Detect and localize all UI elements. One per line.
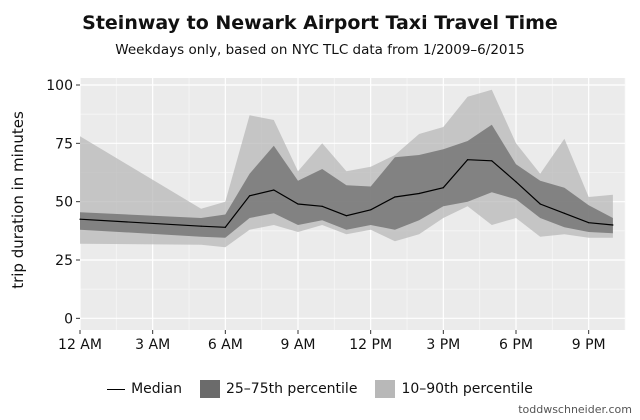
legend-label-p10-90: 10–90th percentile [401, 381, 533, 397]
legend: Median 25–75th percentile 10–90th percen… [0, 380, 640, 398]
legend-label-median: Median [131, 381, 182, 397]
chart-title: Steinway to Newark Airport Taxi Travel T… [82, 12, 558, 34]
y-tick-label: 75 [55, 136, 73, 152]
legend-swatch-iqr [199, 380, 220, 398]
x-tick-label: 6 AM [208, 337, 243, 353]
x-tick-label: 9 PM [572, 337, 606, 353]
median-point [321, 205, 323, 207]
median-point [491, 160, 493, 162]
legend-item-median: Median [107, 381, 182, 397]
legend-item-iqr: 25–75th percentile [199, 380, 358, 398]
x-tick-label: 6 PM [499, 337, 533, 353]
median-point [466, 159, 469, 161]
median-point [442, 187, 444, 189]
x-tick-label: 12 AM [58, 337, 102, 353]
x-tick-label: 3 AM [135, 337, 170, 353]
legend-item-p10-90: 10–90th percentile [375, 380, 533, 398]
x-tick-label: 12 PM [349, 337, 392, 353]
median-point [273, 189, 275, 191]
legend-swatch-median [107, 388, 126, 390]
y-tick-label: 25 [55, 253, 73, 269]
median-point [345, 215, 348, 217]
percentile-bands [80, 89, 613, 248]
x-tick-label: 9 AM [280, 337, 315, 353]
y-tick-label: 100 [46, 78, 73, 94]
median-point [394, 196, 396, 198]
axes: 0 25 50 75 100 12 AM 3 AM 6 AM 9 AM 12 PM 3 PM 6 PM… [46, 78, 605, 353]
band-25-75th-percentile [80, 124, 613, 238]
median-point [515, 181, 517, 183]
y-tick-label: 50 [55, 195, 73, 211]
median-point [200, 225, 202, 227]
median-point [297, 203, 299, 205]
legend-swatch-p10-90 [375, 380, 396, 398]
median-point [370, 209, 372, 211]
x-tick-label: 3 PM [426, 337, 460, 353]
median-point [224, 226, 226, 228]
median-point [248, 195, 251, 197]
median-point [563, 212, 566, 214]
median-point [418, 192, 420, 195]
legend-label-iqr: 25–75th percentile [225, 381, 358, 397]
median-point [79, 218, 81, 220]
y-tick-label: 0 [64, 311, 73, 327]
chart-subtitle: Weekdays only, based on NYC TLC data fro… [115, 42, 525, 58]
median-line-group [79, 159, 614, 228]
median-point [612, 224, 614, 226]
band-10-90th-percentile [80, 89, 613, 248]
median-point [539, 203, 541, 205]
median-point [588, 222, 590, 224]
credit-text: toddwschneider.com [518, 403, 632, 416]
